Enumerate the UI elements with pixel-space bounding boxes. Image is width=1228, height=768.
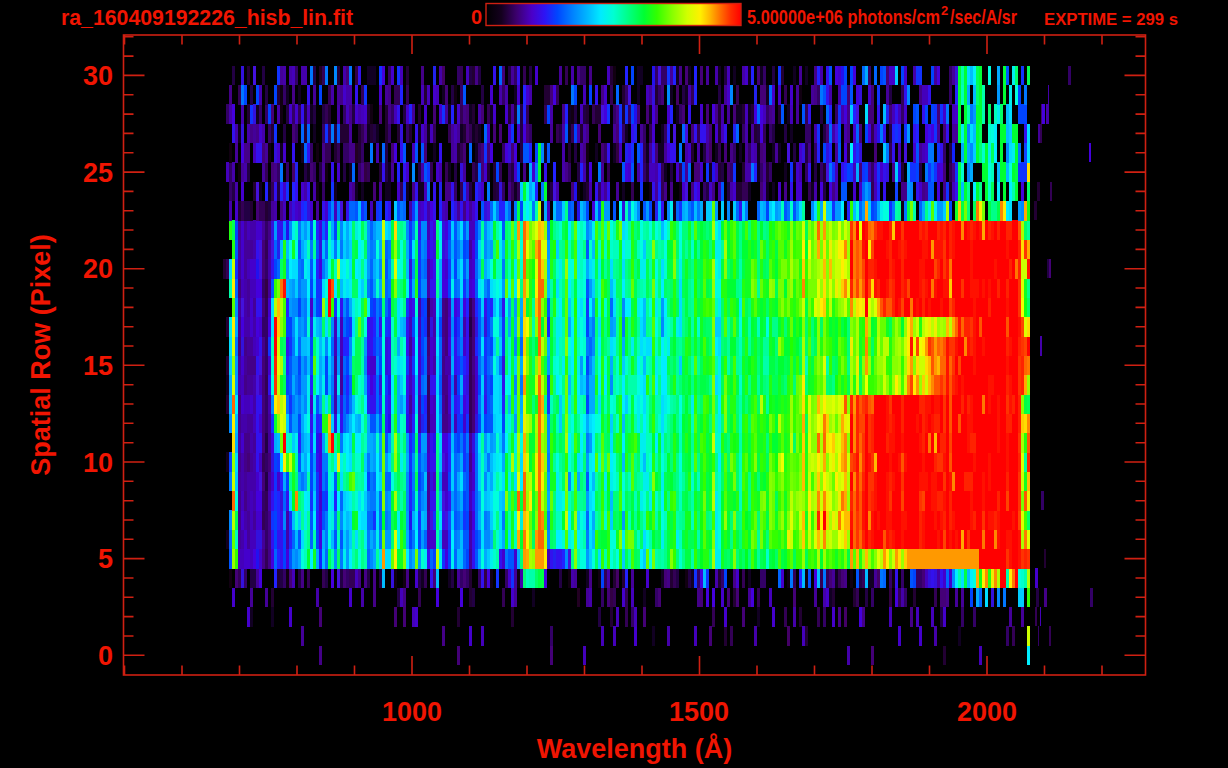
svg-text:20: 20: [83, 254, 113, 284]
svg-text:5: 5: [98, 544, 113, 574]
svg-text:0: 0: [471, 6, 482, 28]
svg-text:2000: 2000: [957, 697, 1017, 727]
svg-text:EXPTIME = 299 s: EXPTIME = 299 s: [1044, 11, 1178, 28]
svg-text:2: 2: [941, 3, 948, 18]
svg-text:ra_160409192226_hisb_lin.fit: ra_160409192226_hisb_lin.fit: [61, 5, 354, 30]
svg-text:10: 10: [83, 448, 113, 478]
svg-text:25: 25: [83, 158, 113, 188]
svg-text:30: 30: [83, 61, 113, 91]
svg-text:15: 15: [83, 351, 113, 381]
svg-text:5.00000e+06 photons/cm: 5.00000e+06 photons/cm: [747, 6, 940, 28]
svg-text:0: 0: [98, 641, 113, 671]
svg-text:Wavelength (Å): Wavelength (Å): [537, 733, 733, 764]
svg-text:/sec/A/sr: /sec/A/sr: [950, 6, 1017, 28]
svg-text:1500: 1500: [669, 697, 729, 727]
svg-text:1000: 1000: [382, 697, 442, 727]
svg-text:Spatial Row (Pixel): Spatial Row (Pixel): [26, 234, 56, 476]
